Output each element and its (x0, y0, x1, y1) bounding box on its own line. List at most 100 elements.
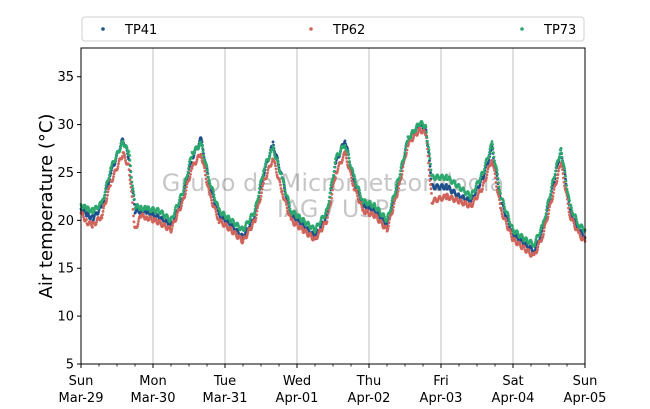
x-tick-label-date: Apr-05 (564, 391, 607, 406)
data-point (270, 162, 273, 166)
data-point (546, 215, 550, 219)
data-point (212, 190, 215, 194)
data-point (344, 151, 347, 155)
data-point (392, 202, 396, 206)
data-point (261, 173, 265, 177)
data-point (243, 226, 247, 230)
data-point (205, 165, 209, 169)
data-point (478, 178, 482, 182)
data-point (241, 225, 244, 229)
data-point (287, 197, 290, 201)
y-tick-label: 5 (66, 358, 74, 373)
data-point (331, 176, 335, 180)
data-point (130, 180, 134, 184)
data-point (394, 187, 398, 190)
data-point (545, 204, 549, 208)
data-point (214, 207, 217, 211)
data-point (385, 217, 389, 221)
data-point (476, 193, 480, 197)
data-point (560, 155, 564, 159)
data-point (395, 183, 398, 187)
data-point (567, 206, 570, 210)
data-point (429, 162, 432, 166)
data-point (331, 184, 335, 188)
x-axis: Sun Mar-29 Mon Mar-30 Tue Mar-31 Wed Apr-01 Thu A… (59, 364, 607, 406)
data-point (111, 177, 115, 181)
data-point (104, 184, 108, 187)
data-point (560, 151, 563, 155)
data-point (262, 181, 265, 185)
data-point (205, 163, 208, 167)
data-point (353, 175, 356, 178)
data-point (123, 153, 126, 157)
series-TP62 (79, 126, 587, 258)
data-point (407, 142, 410, 146)
data-point (535, 250, 539, 254)
data-point (281, 192, 284, 196)
data-point (288, 207, 292, 211)
data-point (133, 197, 136, 201)
data-point (534, 240, 537, 244)
y-tick-label: 20 (57, 214, 74, 229)
data-point (551, 197, 554, 201)
data-point (500, 212, 504, 216)
data-point (181, 192, 185, 196)
data-point (258, 183, 262, 187)
data-point (213, 196, 216, 200)
data-point (403, 151, 407, 154)
data-point (349, 170, 352, 173)
data-point (568, 213, 571, 217)
data-point (509, 230, 512, 233)
data-point (396, 193, 399, 196)
data-point (574, 215, 578, 219)
y-tick-label: 10 (57, 310, 74, 325)
data-point (412, 136, 415, 139)
data-point (183, 182, 186, 185)
x-tick-label-day: Wed (283, 374, 311, 389)
data-point (481, 184, 485, 187)
data-point (207, 176, 210, 179)
data-point (125, 146, 129, 150)
data-point (565, 187, 569, 191)
data-point (173, 208, 177, 212)
data-point (253, 207, 257, 211)
data-point (280, 189, 284, 193)
data-point (118, 149, 122, 152)
x-tick-label-day: Sat (502, 374, 523, 389)
data-point (396, 190, 400, 194)
data-point (210, 198, 213, 202)
data-point (399, 165, 403, 169)
data-point (277, 167, 281, 171)
data-point (100, 202, 103, 205)
data-point (323, 218, 327, 222)
data-point (112, 175, 115, 179)
data-point (391, 211, 394, 214)
x-tick-label-day: Mon (139, 374, 166, 389)
data-point (469, 199, 473, 203)
data-point (212, 193, 216, 197)
data-point (345, 160, 349, 164)
data-point (400, 173, 404, 176)
data-point (195, 160, 198, 164)
data-point (429, 171, 432, 174)
data-point (119, 146, 122, 150)
data-point (288, 204, 291, 208)
data-point (485, 176, 488, 180)
legend-label: TP41 (124, 23, 157, 38)
data-point (329, 187, 332, 190)
x-tick-label-date: Mar-31 (203, 391, 248, 406)
data-point (325, 220, 329, 224)
data-point (170, 227, 174, 230)
data-point (185, 185, 188, 189)
data-point (503, 205, 506, 209)
data-point (245, 234, 249, 238)
data-point (327, 199, 331, 203)
data-point (358, 191, 362, 195)
data-point (567, 210, 571, 214)
data-point (85, 218, 88, 221)
data-point (260, 187, 264, 191)
data-point (349, 172, 353, 176)
y-tick-label: 35 (57, 70, 74, 85)
data-point (182, 189, 185, 193)
data-point (429, 168, 433, 172)
